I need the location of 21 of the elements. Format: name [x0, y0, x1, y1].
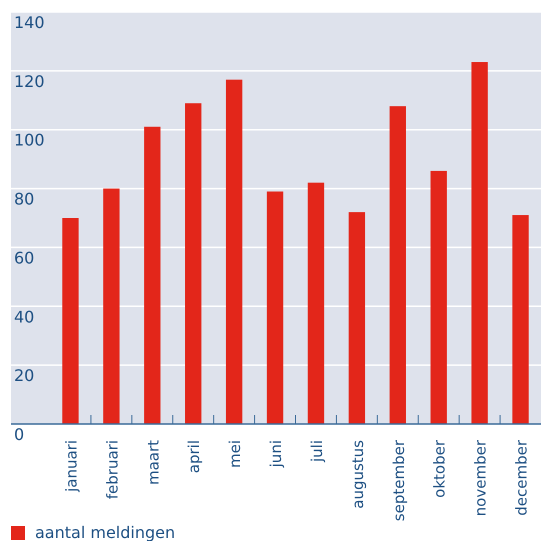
- y-tick-label: 140: [14, 13, 45, 32]
- y-tick-label: 60: [14, 248, 34, 268]
- x-tick-label: oktober: [430, 439, 449, 498]
- x-tick-label: april: [185, 440, 204, 474]
- x-tick-label: augustus: [348, 440, 367, 509]
- x-tick-label: december: [512, 439, 531, 516]
- y-tick-label: 40: [14, 307, 34, 326]
- x-tick-label: november: [472, 439, 490, 516]
- y-tick-label: 0: [14, 425, 24, 444]
- y-tick-label: 20: [14, 366, 34, 386]
- x-tick-label: juli: [308, 440, 326, 464]
- y-tick-label: 100: [14, 130, 45, 150]
- x-tick-label: februari: [103, 440, 122, 500]
- legend-label: aantal meldingen: [35, 523, 176, 541]
- x-tick-label: maart: [144, 440, 162, 486]
- x-tick-label: januari: [62, 440, 80, 493]
- x-tick-label: september: [390, 439, 408, 522]
- y-tick-label: 80: [14, 190, 34, 209]
- x-tick-label: juni: [267, 440, 286, 468]
- y-tick-label: 120: [14, 72, 45, 91]
- x-tick-label: mei: [226, 440, 244, 468]
